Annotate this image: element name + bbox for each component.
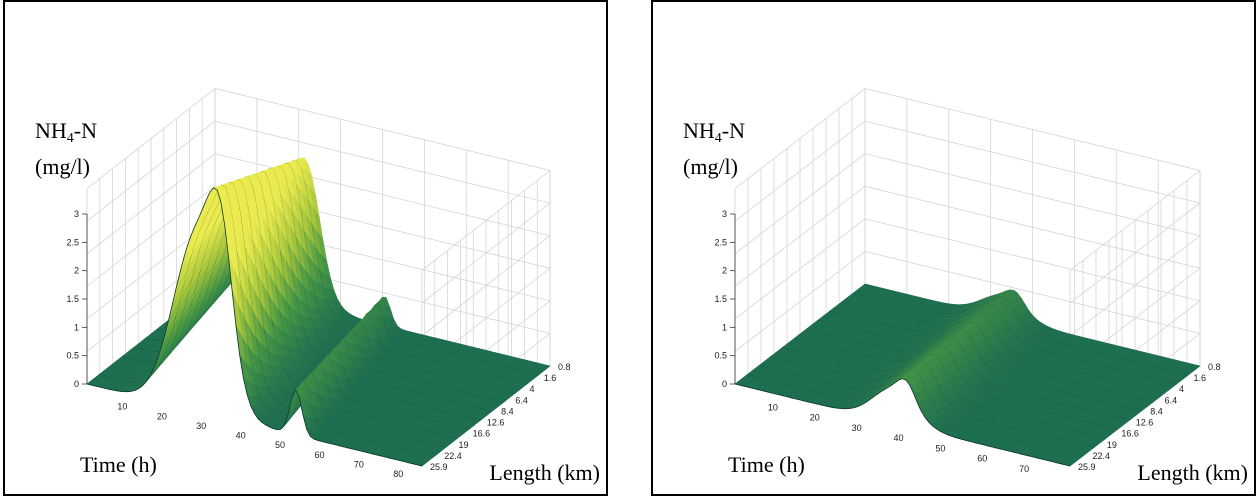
y-tick-label: 19 bbox=[458, 440, 468, 450]
z-tick-label: 1 bbox=[74, 322, 79, 332]
x-tick-label: 10 bbox=[117, 402, 127, 412]
surface-plot-left: 0 0.5 1 1.5 2 2.5 3 10 20 30 40 50 60 70 80 0.81.6 46.48… bbox=[66, 88, 571, 479]
y-tick-label: 6.4 bbox=[1165, 395, 1178, 405]
chart-panel-right: 0 0.5 1 1.5 2 2.5 3 10 20 30 40 50 60 70 0.8 1.6 4 6.4 8.4… bbox=[651, 0, 1256, 496]
z-axis-label: NH4-N (mg/l) bbox=[683, 118, 745, 179]
y-tick-label: 16.6 bbox=[1121, 429, 1139, 439]
y-tick-label: 8.4 bbox=[501, 406, 514, 416]
z-axis-label: NH4-N (mg/l) bbox=[35, 118, 97, 179]
grid-line bbox=[864, 185, 1201, 269]
x-tick-label: 60 bbox=[314, 450, 324, 460]
grid-line bbox=[214, 120, 551, 204]
z-tick-label: 2.5 bbox=[66, 237, 79, 247]
y-tick-label: 12.6 bbox=[1136, 418, 1154, 428]
z-tick-label: 0.5 bbox=[66, 351, 79, 361]
y-axis-label: Length (km) bbox=[1137, 460, 1248, 485]
x-tick-label: 80 bbox=[393, 469, 403, 479]
chart-panel-left: 0 0.5 1 1.5 2 2.5 3 10 20 30 40 50 60 70 80 0.8 1.6 4 6.4 8… bbox=[3, 0, 608, 496]
y-tick-label: 12.6 bbox=[487, 418, 505, 428]
x-tick-label: 40 bbox=[893, 433, 903, 443]
y-tick-label: 1.6 bbox=[544, 373, 557, 383]
x-tick-label: 70 bbox=[354, 460, 364, 470]
z-tick-label: 0 bbox=[74, 379, 79, 389]
x-tick-label: 40 bbox=[236, 431, 246, 441]
z-tick-label: 2.5 bbox=[714, 237, 727, 247]
y-tick-label: 25.9 bbox=[430, 462, 448, 472]
z-tick-label: 3 bbox=[722, 209, 727, 219]
grid-box bbox=[734, 88, 1201, 467]
surface bbox=[86, 157, 551, 467]
y-tick-label: 19 bbox=[1107, 440, 1117, 450]
z-tick-label: 0.5 bbox=[714, 351, 727, 361]
y-tick-label: 4 bbox=[1179, 384, 1184, 394]
x-tick-label: 30 bbox=[196, 421, 206, 431]
z-tick-label: 1.5 bbox=[66, 294, 79, 304]
grid-line bbox=[214, 88, 551, 171]
x-tick-label: 60 bbox=[977, 454, 987, 464]
x-tick-label: 30 bbox=[852, 423, 862, 433]
x-tick-label: 70 bbox=[1019, 464, 1029, 474]
y-tick-label: 6.4 bbox=[515, 395, 528, 405]
x-tick-label: 20 bbox=[157, 411, 167, 421]
grid-line bbox=[864, 120, 1201, 204]
z-tick-label: 1.5 bbox=[714, 294, 727, 304]
y-tick-label: 8.4 bbox=[1150, 406, 1163, 416]
grid-line bbox=[214, 153, 551, 237]
surface-plot-right: 0 0.5 1 1.5 2 2.5 3 10 20 30 40 50 60 70 0.81.6 46.48.4… bbox=[714, 88, 1221, 474]
y-tick-label: 16.6 bbox=[473, 429, 491, 439]
x-axis-label: Time (h) bbox=[728, 452, 805, 477]
y-tick-label: 4 bbox=[530, 384, 535, 394]
grid-line bbox=[864, 218, 1201, 302]
y-tick-label: 0.8 bbox=[558, 362, 571, 372]
x-tick-label: 50 bbox=[275, 440, 285, 450]
y-tick-label: 22.4 bbox=[1092, 451, 1110, 461]
x-tick-label: 20 bbox=[810, 413, 820, 423]
y-tick-label: 22.4 bbox=[444, 451, 462, 461]
x-tick-label: 10 bbox=[768, 402, 778, 412]
surface-mesh-line bbox=[734, 378, 1071, 467]
z-tick-label: 0 bbox=[722, 379, 727, 389]
y-tick-label: 25.9 bbox=[1078, 462, 1096, 472]
z-tick-label: 2 bbox=[74, 266, 79, 276]
y-axis-label: Length (km) bbox=[489, 460, 600, 485]
z-tick-label: 1 bbox=[722, 322, 727, 332]
z-tick-label: 3 bbox=[74, 209, 79, 219]
x-tick-label: 50 bbox=[935, 443, 945, 453]
x-axis-label: Time (h) bbox=[80, 452, 157, 477]
y-tick-label: 1.6 bbox=[1194, 373, 1207, 383]
surface bbox=[734, 283, 1201, 467]
grid-line bbox=[864, 153, 1201, 237]
axes: 0 0.5 1 1.5 2 2.5 3 10 20 30 40 50 60 70 0.81.6 46.48.4… bbox=[714, 209, 1220, 474]
grid-line bbox=[864, 88, 1201, 171]
grid-line bbox=[864, 251, 1201, 334]
surface-mesh-line bbox=[86, 187, 423, 467]
z-tick-label: 2 bbox=[722, 266, 727, 276]
y-tick-label: 0.8 bbox=[1208, 362, 1221, 372]
axes: 0 0.5 1 1.5 2 2.5 3 10 20 30 40 50 60 70 80 0.81.6 46.48… bbox=[66, 209, 570, 479]
